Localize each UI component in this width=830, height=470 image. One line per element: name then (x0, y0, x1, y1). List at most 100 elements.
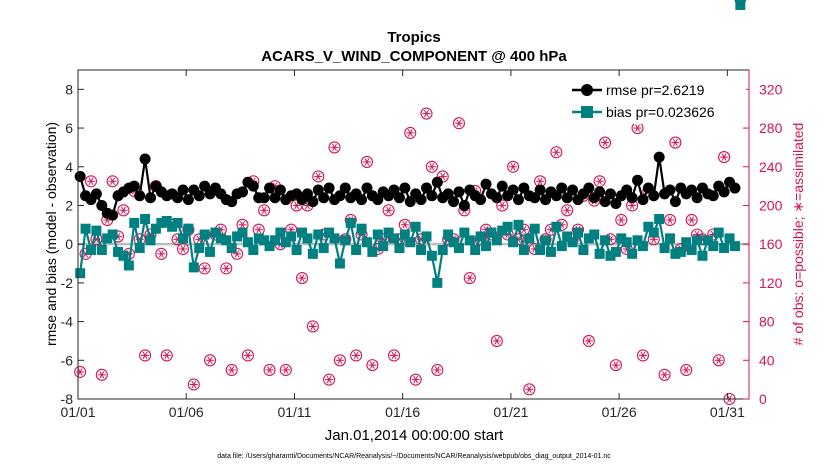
obs-possible-marker (409, 373, 422, 386)
rmse-point (540, 194, 552, 206)
x-axis-ticks: 01/01 01/06 01/11 01/16 01/21 01/26 01/31 (60, 70, 745, 420)
obs-possible-marker (333, 354, 346, 367)
obs-assimilated-marker (406, 129, 415, 137)
rmse-point (264, 182, 276, 194)
y-left-tick-label: 8 (65, 81, 73, 97)
bias-point (702, 235, 713, 246)
obs-assimilated-marker (427, 163, 436, 171)
obs-assimilated-marker (536, 177, 545, 185)
obs-assimilated-marker (595, 177, 604, 185)
rmse-point (426, 190, 438, 202)
bias-point (253, 233, 264, 244)
bias-point (248, 244, 259, 255)
asterisk-stroke (689, 216, 695, 224)
bias-point (502, 221, 513, 232)
rmse-point (74, 170, 86, 182)
obs-assimilated-marker (671, 138, 680, 147)
obs-possible-marker (263, 363, 276, 377)
obs-assimilated-marker (660, 371, 669, 379)
bias-point (513, 219, 524, 230)
legend-bias-label: bias pr=0.023626 (606, 104, 715, 120)
obs-assimilated-marker (525, 385, 534, 394)
bias-point (643, 221, 654, 232)
obs-possible-marker (615, 213, 628, 227)
asterisk-stroke (267, 366, 272, 374)
bias-point (692, 235, 703, 246)
chart-title-line1: Tropics (387, 29, 440, 46)
bias-point (75, 268, 86, 279)
asterisk-stroke (499, 201, 505, 210)
y-axis-label-left: rmse and bias (model - observation) (43, 122, 59, 346)
right-axis-ticks: 0 40 80 120 160 200 240 280 320 (743, 81, 783, 407)
obs-assimilated-marker (633, 124, 642, 132)
asterisk-stroke (586, 337, 592, 345)
obs-possible-marker (490, 334, 503, 347)
obs-assimilated-marker (200, 264, 209, 273)
bias-point (161, 215, 172, 226)
rmse-point (258, 192, 270, 204)
bias-point (329, 233, 340, 244)
obs-possible-marker (220, 262, 233, 275)
rmse-point (632, 174, 644, 186)
asterisk-stroke (407, 129, 413, 137)
obs-possible-marker (582, 334, 595, 347)
rmse-point (177, 184, 189, 196)
bias-point (167, 221, 178, 232)
bias-point (654, 214, 665, 225)
asterisk-stroke (207, 356, 213, 365)
y-left-tick-label: 6 (65, 120, 73, 136)
obs-assimilated-marker (206, 356, 215, 365)
bias-point (156, 217, 167, 228)
obs-possible-marker (718, 151, 731, 164)
bias-point (356, 223, 367, 234)
rmse-point (96, 199, 108, 211)
bias-point (194, 243, 205, 254)
bias-point (637, 241, 648, 252)
bias-point (269, 235, 280, 246)
asterisk-stroke (299, 274, 305, 282)
asterisk-stroke (467, 274, 473, 282)
bias-point (426, 250, 437, 261)
obs-assimilated-marker (411, 375, 420, 384)
y-right-tick-label: 0 (759, 391, 767, 407)
bias-point (675, 246, 686, 257)
bias-point (324, 227, 335, 238)
bias-point (600, 235, 611, 246)
asterisk-stroke (391, 351, 397, 360)
x-tick-label: 01/31 (710, 404, 745, 420)
obs-possible-marker (382, 204, 395, 217)
rmse-point (193, 190, 205, 202)
asterisk-stroke (234, 250, 240, 258)
bias-point (573, 227, 584, 238)
bias-point (242, 237, 253, 248)
obs-possible-marker (312, 170, 325, 183)
obs-assimilated-marker (422, 109, 431, 118)
asterisk-stroke (553, 148, 559, 156)
asterisk-stroke (494, 337, 500, 345)
obs-assimilated-marker (492, 337, 501, 345)
asterisk-stroke (110, 177, 116, 185)
obs-assimilated-marker (308, 322, 317, 331)
bias-point (562, 231, 573, 242)
obs-count-layer (74, 102, 736, 406)
bias-point (475, 231, 486, 242)
bias-point (556, 241, 567, 252)
rmse-point (594, 186, 606, 198)
y-right-tick-label: 160 (759, 236, 783, 252)
bias-point (205, 246, 216, 257)
bias-point (367, 246, 378, 257)
bias-point (686, 244, 697, 255)
obs-assimilated-marker (227, 366, 236, 374)
obs-possible-marker (203, 354, 217, 367)
asterisk-stroke (429, 163, 435, 171)
bias-point (632, 235, 643, 246)
obs-possible-marker (712, 354, 725, 367)
bias-point (524, 233, 535, 244)
obs-assimilated-marker (108, 177, 117, 185)
rmse-point (145, 192, 157, 204)
rmse-point (334, 190, 346, 202)
obs-possible-marker (328, 141, 341, 154)
asterisk-stroke (337, 356, 343, 365)
obs-possible-marker (306, 320, 319, 333)
rmse-point (718, 186, 730, 198)
